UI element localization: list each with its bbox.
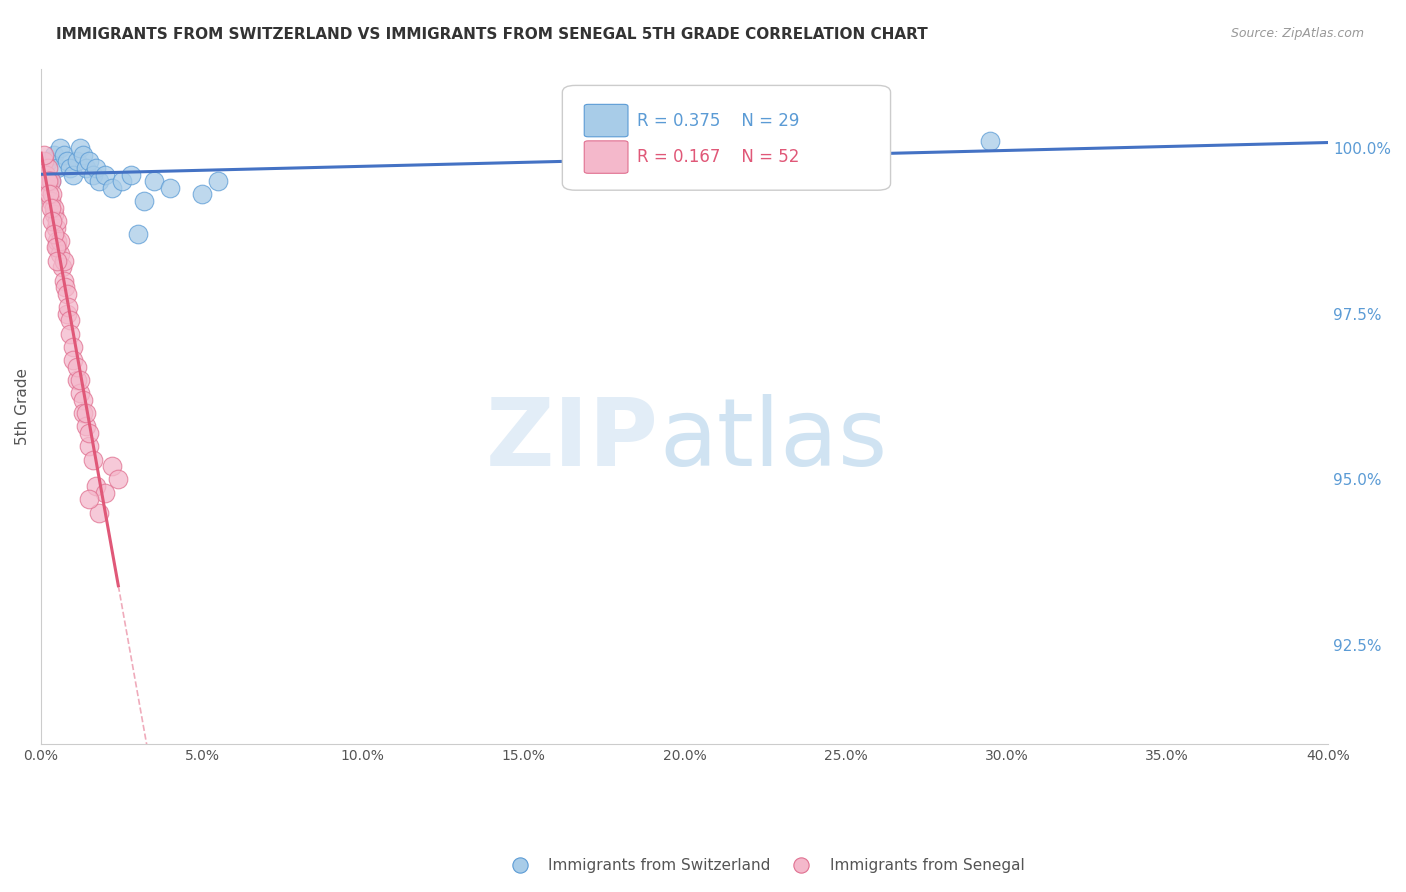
Point	[79, 439, 101, 453]
Point	[69, 373, 91, 387]
Y-axis label: 5th Grade: 5th Grade	[15, 368, 30, 445]
Point	[46, 214, 69, 228]
Text: Source: ZipAtlas.com: Source: ZipAtlas.com	[1230, 27, 1364, 40]
Point	[42, 227, 65, 242]
Point	[75, 419, 97, 434]
Point	[593, 141, 616, 155]
Point	[52, 147, 75, 161]
Point	[37, 181, 59, 195]
Point	[39, 174, 62, 188]
Point	[37, 174, 59, 188]
Point	[87, 174, 110, 188]
Point	[82, 452, 104, 467]
Point	[37, 154, 59, 169]
Point	[72, 406, 94, 420]
Point	[37, 161, 59, 175]
Point	[62, 353, 84, 368]
Point	[87, 506, 110, 520]
Point	[52, 253, 75, 268]
Point	[75, 161, 97, 175]
Point	[45, 240, 67, 254]
Point	[191, 187, 214, 202]
Point	[39, 194, 62, 208]
Point	[979, 135, 1001, 149]
Point	[59, 326, 82, 341]
Point	[62, 168, 84, 182]
Point	[72, 392, 94, 407]
Point	[79, 492, 101, 507]
Point	[59, 313, 82, 327]
Point	[42, 201, 65, 215]
Point	[49, 247, 72, 261]
Point	[41, 187, 63, 202]
Text: IMMIGRANTS FROM SWITZERLAND VS IMMIGRANTS FROM SENEGAL 5TH GRADE CORRELATION CHA: IMMIGRANTS FROM SWITZERLAND VS IMMIGRANT…	[56, 27, 928, 42]
Point	[53, 280, 76, 294]
Point	[49, 234, 72, 248]
Point	[38, 174, 60, 188]
Text: R = 0.375    N = 29: R = 0.375 N = 29	[637, 112, 800, 129]
Text: Immigrants from Senegal: Immigrants from Senegal	[830, 858, 1025, 872]
Point	[107, 472, 129, 486]
Point	[69, 386, 91, 401]
Point	[58, 300, 80, 314]
Point	[101, 181, 124, 195]
Point	[127, 227, 149, 242]
Point	[207, 174, 229, 188]
Point	[94, 485, 117, 500]
Point	[38, 187, 60, 202]
Point	[34, 147, 56, 161]
Point	[62, 340, 84, 354]
Point	[56, 154, 79, 169]
Point	[94, 168, 117, 182]
Point	[72, 147, 94, 161]
Point	[45, 220, 67, 235]
FancyBboxPatch shape	[585, 104, 628, 136]
Point	[46, 240, 69, 254]
Point	[75, 406, 97, 420]
Point	[51, 260, 73, 275]
Point	[46, 253, 69, 268]
Point	[34, 154, 56, 169]
Point	[56, 286, 79, 301]
Point	[52, 274, 75, 288]
Point	[41, 214, 63, 228]
Point	[132, 194, 155, 208]
Point	[65, 373, 87, 387]
FancyBboxPatch shape	[585, 141, 628, 173]
Point	[39, 201, 62, 215]
FancyBboxPatch shape	[562, 86, 890, 190]
Point	[65, 359, 87, 374]
Point	[46, 161, 69, 175]
Point	[42, 147, 65, 161]
Point	[101, 459, 124, 474]
Text: R = 0.167    N = 52: R = 0.167 N = 52	[637, 148, 800, 166]
Point	[142, 174, 165, 188]
Point	[82, 168, 104, 182]
Point	[65, 154, 87, 169]
Point	[56, 307, 79, 321]
Point	[79, 154, 101, 169]
Point	[120, 168, 142, 182]
Point	[79, 425, 101, 440]
Point	[110, 174, 132, 188]
Point	[46, 234, 69, 248]
Point	[49, 141, 72, 155]
Point	[84, 479, 107, 493]
Text: Immigrants from Switzerland: Immigrants from Switzerland	[548, 858, 770, 872]
Point	[35, 168, 58, 182]
Point	[59, 161, 82, 175]
Point	[84, 161, 107, 175]
Text: atlas: atlas	[659, 394, 887, 486]
Point	[69, 141, 91, 155]
Text: ZIP: ZIP	[486, 394, 659, 486]
Point	[159, 181, 181, 195]
Point	[39, 174, 62, 188]
Point	[42, 207, 65, 221]
